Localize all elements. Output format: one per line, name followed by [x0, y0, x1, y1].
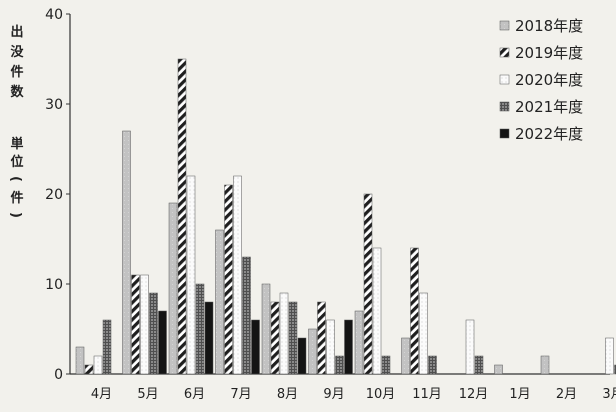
bar-2-6 — [318, 302, 326, 374]
legend-label: 2022年度 — [515, 125, 583, 143]
bar-3-1 — [94, 356, 102, 374]
bar-3-5 — [280, 293, 288, 374]
y-axis-label-char: 没 — [10, 45, 24, 60]
bar-2-3 — [178, 59, 186, 374]
bar-1-6 — [309, 329, 317, 374]
legend-swatch — [500, 129, 509, 138]
legend-swatch — [500, 75, 509, 84]
bar-4-5 — [289, 302, 297, 374]
y-tick-label: 30 — [45, 97, 63, 113]
bar-3-8 — [420, 293, 428, 374]
legend-label: 2020年度 — [515, 71, 583, 89]
bar-1-1 — [76, 347, 84, 374]
x-tick-label: 4月 — [91, 387, 112, 402]
bar-4-6 — [336, 356, 344, 374]
legend-label: 2018年度 — [515, 17, 583, 35]
bar-1-10 — [495, 365, 503, 374]
bar-2-1 — [85, 365, 93, 374]
x-tick-label: 7月 — [230, 387, 251, 402]
bar-2-5 — [271, 302, 279, 374]
y-axis-label-char: 数 — [10, 84, 24, 100]
legend-label: 2021年度 — [515, 98, 583, 116]
y-tick-label: 20 — [45, 187, 63, 203]
bar-5-6 — [345, 320, 353, 374]
y-tick-label: 0 — [54, 367, 63, 383]
legend-swatch — [500, 48, 509, 57]
unit-label-group: 単位 ( 件) — [8, 136, 24, 218]
unit-label-char: ) — [8, 212, 23, 218]
bar-3-2 — [141, 275, 149, 374]
unit-label-char: 位 — [10, 154, 23, 170]
bar-3-7 — [373, 248, 381, 374]
bar-4-1 — [103, 320, 111, 374]
bar-3-6 — [327, 320, 335, 374]
bar-2-4 — [225, 185, 233, 374]
x-tick-label: 8月 — [277, 387, 298, 402]
x-tick-labels: 4月 5月 6月 7月 8月 9月 10月 11月 12月 1月 2月 3月 — [91, 387, 616, 402]
unit-label-char: 件 — [10, 190, 23, 206]
y-tick-label: 10 — [45, 277, 63, 293]
legend: 2018年度 2019年度 2020年度 2021年度 2022年度 — [500, 17, 583, 143]
bar-3-12 — [606, 338, 614, 374]
bar-1-3 — [169, 203, 177, 374]
bar-5-5 — [298, 338, 306, 374]
x-tick-label: 11月 — [412, 387, 442, 402]
bar-4-9 — [475, 356, 483, 374]
x-tick-label: 1月 — [509, 387, 530, 402]
bar-2-7 — [364, 194, 372, 374]
x-tick-label: 2月 — [556, 387, 577, 402]
unit-label-char: 単 — [10, 136, 23, 152]
x-tick-label: 12月 — [459, 387, 489, 402]
bar-1-5 — [262, 284, 270, 374]
legend-swatch — [500, 21, 509, 30]
bar-1-11 — [541, 356, 549, 374]
bar-4-4 — [243, 257, 251, 374]
legend-label: 2019年度 — [515, 44, 583, 62]
legend-swatch — [500, 102, 509, 111]
bar-4-2 — [150, 293, 158, 374]
bar-1-7 — [355, 311, 363, 374]
bar-2-8 — [411, 248, 419, 374]
bar-5-2 — [159, 311, 167, 374]
bar-3-3 — [187, 176, 195, 374]
bar-4-8 — [429, 356, 437, 374]
bar-5-4 — [252, 320, 260, 374]
x-tick-label: 6月 — [184, 387, 205, 402]
x-tick-label: 5月 — [137, 387, 158, 402]
unit-label-char: ( — [8, 176, 23, 182]
bar-3-9 — [466, 320, 474, 374]
bar-4-3 — [196, 284, 204, 374]
y-tick-label: 40 — [45, 7, 63, 23]
x-tick-label: 10月 — [366, 387, 396, 402]
bar-4-7 — [382, 356, 390, 374]
bar-1-8 — [402, 338, 410, 374]
bar-1-2 — [123, 131, 131, 374]
y-axis-label-char: 出 — [10, 24, 23, 40]
bar-5-3 — [205, 302, 213, 374]
bar-2-2 — [132, 275, 140, 374]
bar-1-4 — [216, 230, 224, 374]
bar-3-4 — [234, 176, 242, 374]
y-axis-label-char: 件 — [10, 64, 23, 80]
x-tick-label: 9月 — [323, 387, 344, 402]
x-tick-label: 3月 — [602, 387, 616, 402]
